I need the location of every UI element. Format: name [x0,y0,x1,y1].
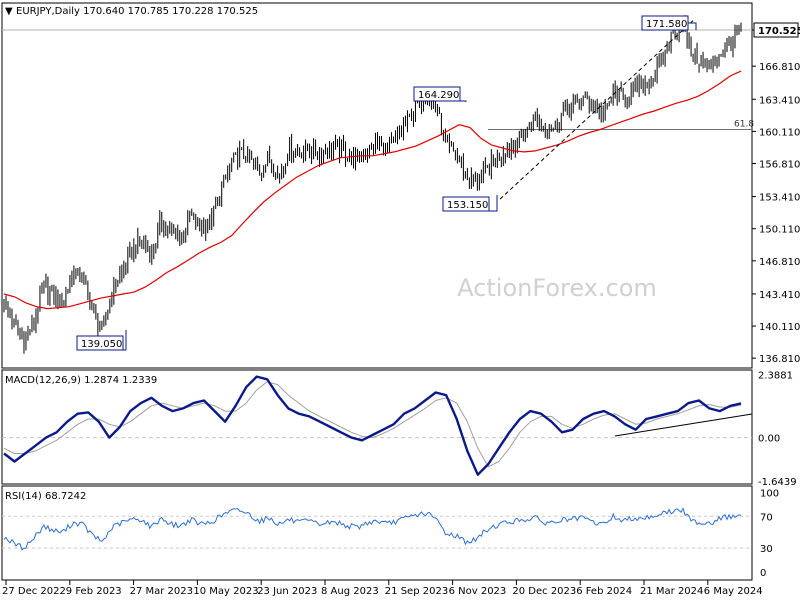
x-axis-label: 21 Mar 2024 [640,586,703,597]
trend-line [499,19,695,200]
macd-line [3,375,742,476]
macd-axis-label: 2.3881 [758,370,793,381]
price-bars [3,15,742,354]
price-axis-label: 156.810 [759,160,800,171]
x-axis-label: 6 May 2024 [704,586,763,597]
macd-title: MACD(12,26,9) 1.2874 1.2339 [5,375,157,386]
rsi-axis-label: 0 [760,568,766,579]
price-axis-label: 136.810 [759,354,800,365]
rsi-pane-frame [1,485,753,581]
x-axis-label: 27 Mar 2023 [130,586,193,597]
annotation-label: 164.290 [418,90,459,101]
x-axis-label: 6 Feb 2024 [576,586,632,597]
rsi-axis-label: 100 [760,488,779,499]
annotation-box [76,335,124,351]
macd-axis-label: -1.6439 [758,477,797,488]
price-axis-label: 163.410 [759,95,800,106]
price-title: EURJPY,Daily 170.640 170.785 170.228 170… [16,6,258,17]
current-price-label: 170.525 [758,26,800,37]
x-axis-label: 10 May 2023 [193,586,258,597]
x-axis-label: 23 Jun 2023 [257,586,317,597]
price-axis-label: 143.410 [759,290,800,301]
annotation-pointer [123,330,127,351]
fib-61-8-label: 61.8 [734,120,754,130]
annotation-pointer [460,100,467,102]
x-axis-label: 9 Feb 2023 [66,586,122,597]
x-axis-label: 6 Nov 2023 [449,586,507,597]
price-axis-label: 150.110 [759,225,800,236]
price-axis-label: 146.810 [759,257,800,268]
price-axis-label: 166.810 [759,62,800,73]
rsi-axis-label: 70 [760,512,773,523]
macd-signal-line [3,381,742,468]
annotation-pointer [688,22,697,30]
price-axis-label: 160.110 [759,127,800,138]
macd-axis-label: 0.00 [758,434,780,445]
price-axis-label: 153.410 [759,193,800,204]
moving-average-line [3,70,742,310]
rsi-title: RSI(14) 68.7242 [5,491,86,502]
annotation-box [442,196,490,212]
annotation-label: 171.580 [646,19,687,30]
annotation-label: 139.050 [81,339,122,350]
rsi-axis-label: 30 [760,544,773,555]
x-axis-label: 20 Dec 2023 [512,586,576,597]
macd-trend-line [614,413,753,437]
macd-pane-frame [1,369,753,485]
rsi-line [3,507,742,551]
x-axis-label: 8 Aug 2023 [321,586,379,597]
price-pane-frame [1,2,753,369]
watermark: ActionForex.com [457,274,657,302]
x-axis-label: 27 Dec 2022 [2,586,66,597]
x-axis-label: 21 Sep 2023 [385,586,448,597]
current-price-tag [753,22,799,38]
price-axis-label: 140.110 [759,322,800,333]
price-title-marker: ▼ [5,6,13,17]
annotation-box [413,86,461,102]
annotation-pointer [489,195,498,212]
annotation-label: 153.150 [447,200,488,211]
